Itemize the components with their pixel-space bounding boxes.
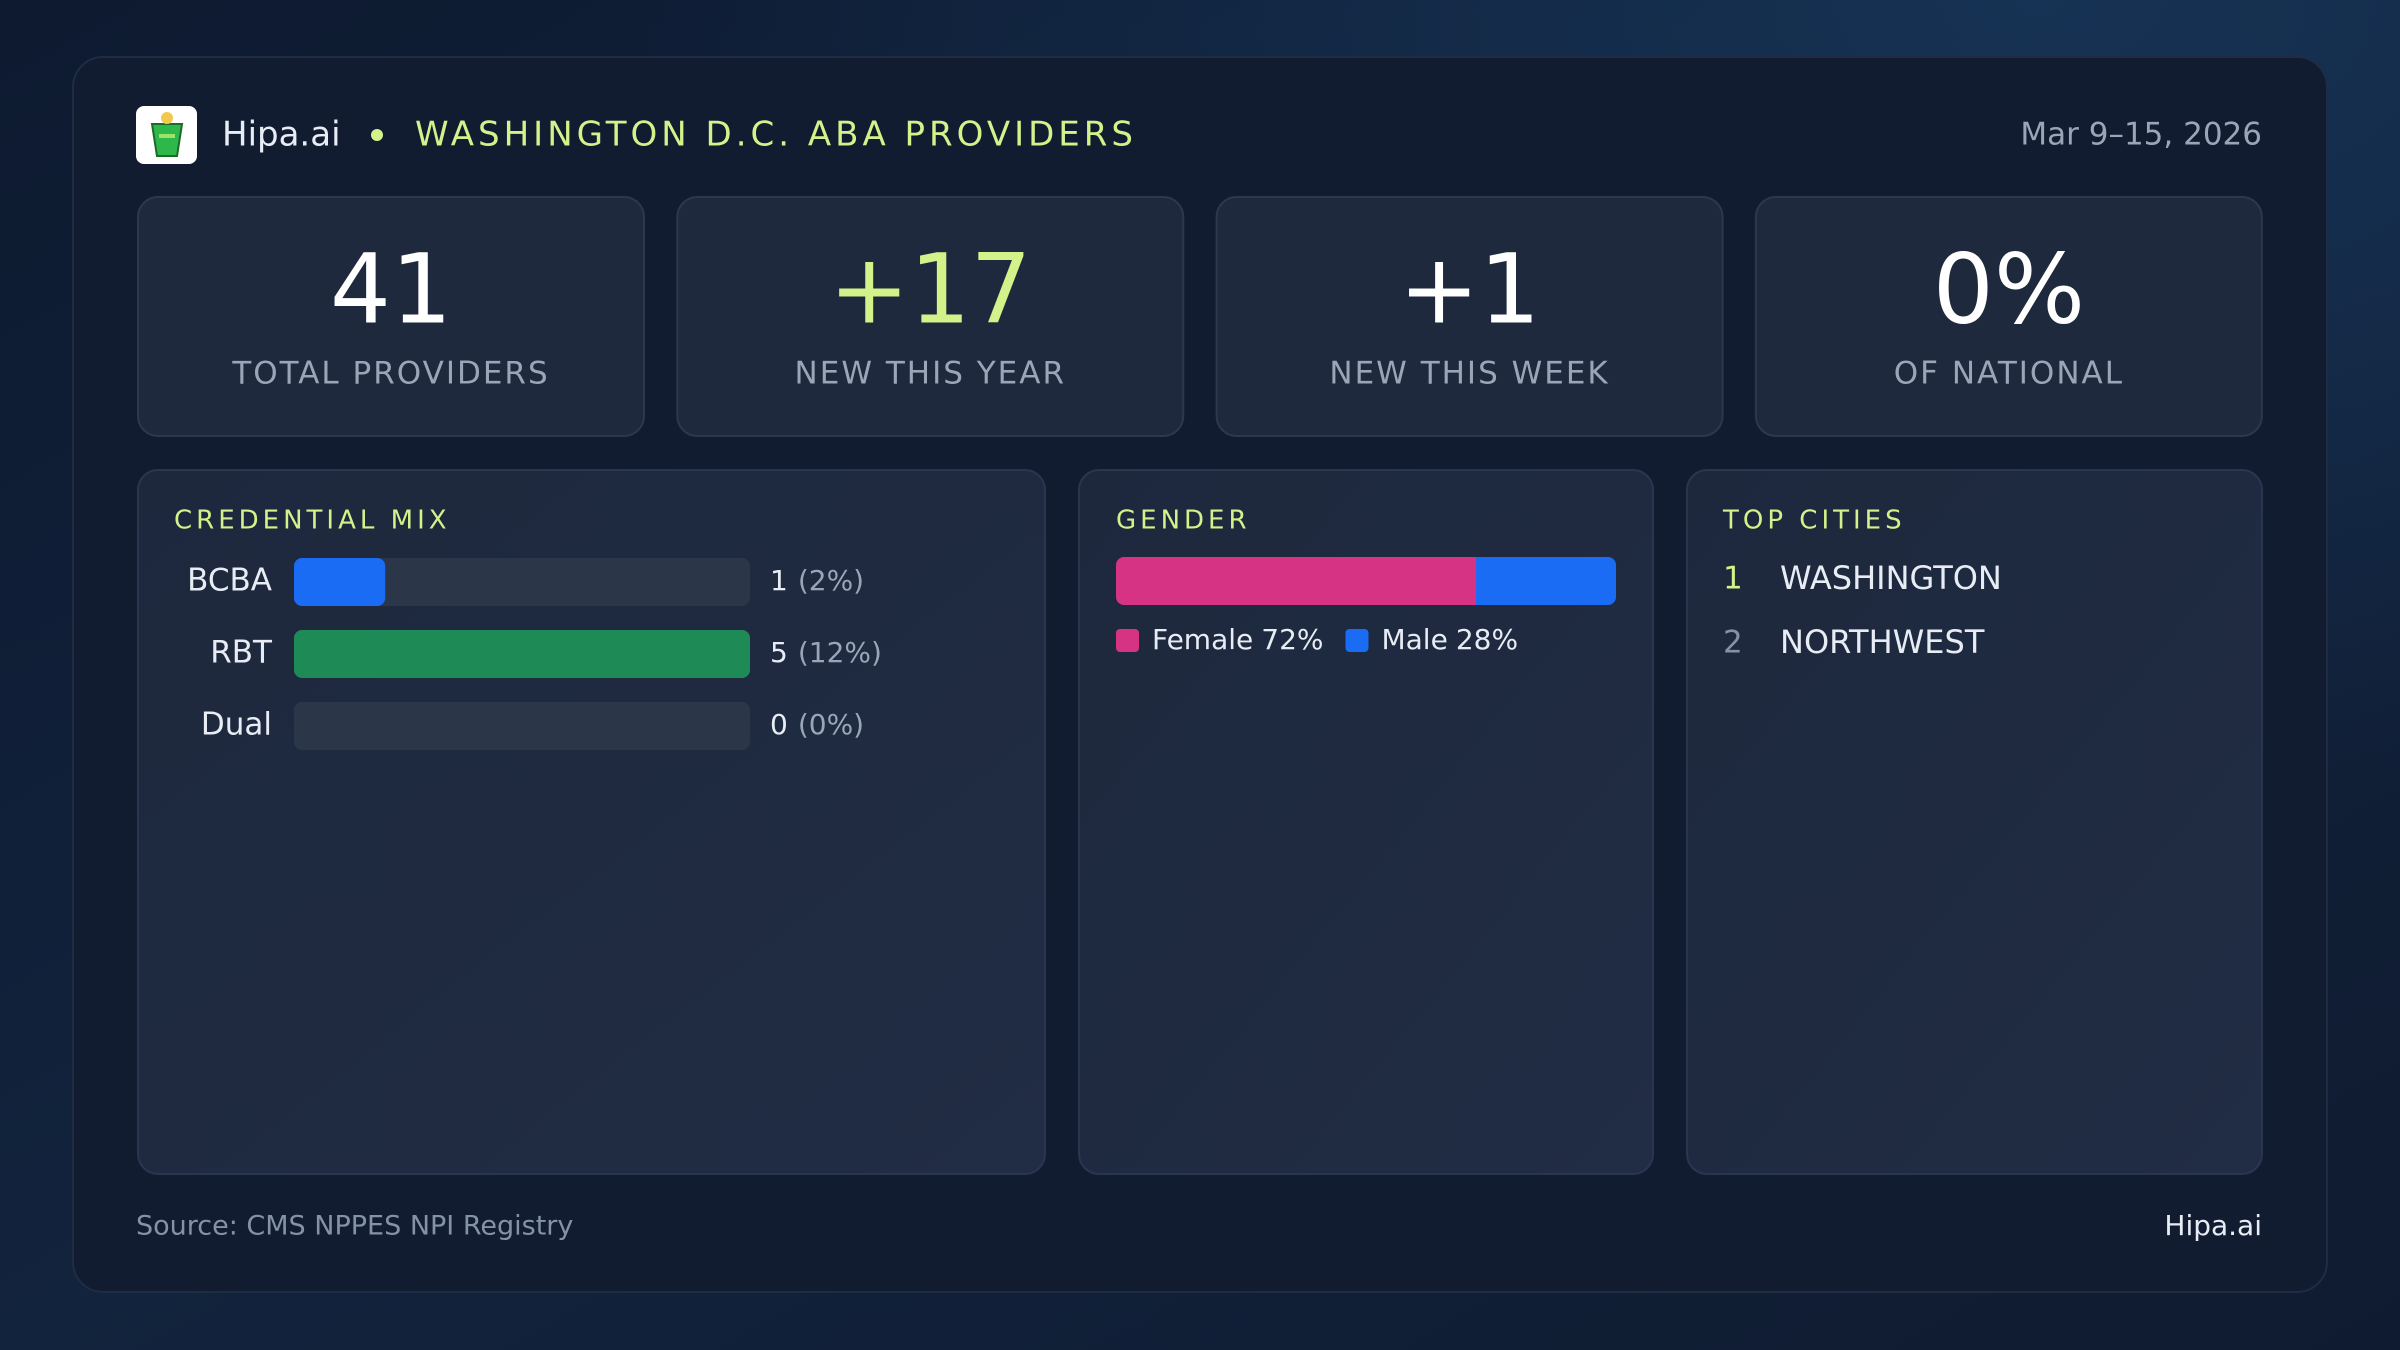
row-value: 1 (2%) [770,564,864,597]
city-rank: 2 [1723,625,1743,661]
panel-title: CREDENTIAL MIX [174,506,451,536]
brand: Hipa.ai [222,115,341,155]
legend-swatch [1345,629,1369,652]
kpi-caption: TOTAL PROVIDERS [231,356,549,392]
kpi-card [1754,196,2263,437]
legend-name: Female [1152,623,1253,656]
kpi-card [137,196,645,437]
panel [1686,469,2263,1175]
source-note: Source: CMS NPPES NPI Registry [136,1211,573,1242]
city-name: WASHINGTON [1780,559,2002,597]
date-range: Mar 9–15, 2026 [2020,117,2262,153]
separator-dot [371,129,383,141]
city-list: 1 WASHINGTON 2 NORTHWEST [1723,559,2002,661]
share: (0%) [798,708,864,741]
page-title: WASHINGTON D.C. ABA PROVIDERS [415,115,1137,155]
bar [294,558,386,606]
footer-brand: Hipa.ai [2164,1209,2262,1242]
logo [136,106,197,164]
panel [1078,469,1654,1175]
gender-segment [1116,557,1476,605]
share: (2%) [798,564,864,597]
legend-value: 28% [1456,623,1518,656]
kpi-row: 41 TOTAL PROVIDERS +17 NEW THIS YEAR +1 NEW T… [137,196,2263,437]
row-value: 0 (0%) [770,708,864,741]
row-label: RBT [210,635,273,671]
legend-swatch [1116,629,1139,652]
count: 1 [770,564,788,597]
panel-title: GENDER [1116,506,1251,536]
legend-name: Male [1381,623,1447,656]
gender-segment [1476,557,1616,605]
kpi-caption: NEW THIS YEAR [795,356,1066,392]
kpi-value: 41 [330,233,452,345]
gender-chart: Female 72% Male 28% [1116,557,1616,656]
bar-track [294,558,750,606]
kpi-caption: OF NATIONAL [1894,356,2124,392]
kpi-card [676,196,1185,437]
city-name: NORTHWEST [1780,623,1985,661]
row-label: Dual [201,707,272,743]
legend-label: Male 28% [1381,623,1518,656]
city-rank: 1 [1723,561,1743,597]
bar-track [294,702,750,750]
kpi-value: +1 [1399,233,1541,345]
kpi-caption: NEW THIS WEEK [1329,356,1609,392]
count: 5 [770,636,788,669]
share: (12%) [798,636,882,669]
kpi-value: 0% [1933,233,2085,345]
bar [294,630,750,678]
kpi-card [1215,196,1724,437]
row-label: BCBA [187,563,272,599]
kpi-value: +17 [829,233,1032,345]
credential-chart: BCBA 1 (2%) RBT 5 (12%) Dual 0 (0%) [187,558,882,750]
legend-value: 72% [1261,623,1323,656]
row-value: 5 (12%) [770,636,882,669]
panel-title: TOP CITIES [1722,506,1906,536]
legend-label: Female 72% [1152,623,1323,656]
count: 0 [770,708,788,741]
